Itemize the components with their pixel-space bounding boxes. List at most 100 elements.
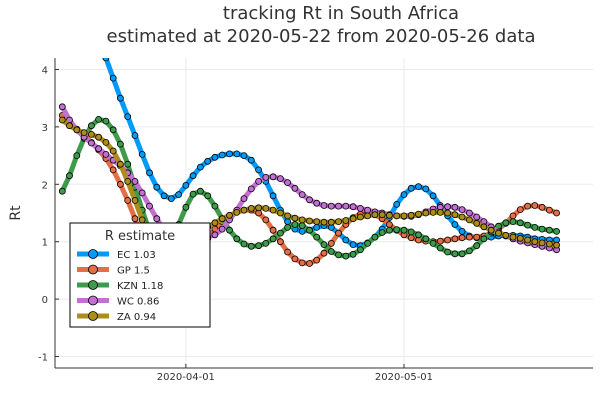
data-point — [124, 196, 132, 204]
data-point — [138, 189, 146, 197]
data-point — [88, 130, 95, 138]
data-point — [400, 191, 408, 199]
data-point — [335, 229, 342, 237]
data-point — [436, 208, 444, 216]
data-point — [204, 192, 212, 200]
data-point — [313, 256, 321, 264]
y-tick-label: 4 — [42, 65, 48, 76]
data-point — [458, 234, 466, 242]
data-point — [327, 239, 335, 247]
data-point — [473, 213, 481, 221]
data-point — [407, 234, 415, 242]
data-point — [211, 153, 219, 161]
data-point — [182, 181, 190, 189]
data-point — [320, 218, 328, 226]
data-point — [320, 202, 328, 209]
data-point — [335, 218, 342, 226]
data-point — [385, 211, 393, 219]
data-point — [415, 210, 422, 218]
data-point — [117, 160, 124, 168]
data-point — [146, 202, 153, 210]
data-point — [429, 239, 437, 247]
data-point — [364, 239, 372, 247]
data-point — [480, 235, 488, 243]
data-point — [298, 222, 306, 230]
data-point — [66, 122, 73, 130]
data-point — [124, 113, 132, 120]
legend-item-wc: WC 0.86 — [77, 295, 159, 308]
legend-label: GP 1.5 — [117, 266, 150, 277]
data-point — [465, 247, 473, 255]
legend-item-kzn: KZN 1.18 — [77, 280, 163, 292]
data-point — [451, 235, 459, 243]
data-point — [269, 235, 277, 243]
y-axis-label: Rt — [8, 205, 24, 221]
data-point — [516, 206, 524, 214]
data-point — [393, 200, 401, 208]
data-point — [546, 226, 553, 234]
data-point — [393, 212, 401, 220]
data-point — [553, 227, 560, 235]
series-wc — [58, 103, 560, 254]
data-point — [444, 203, 452, 211]
data-point — [553, 209, 560, 217]
data-point — [436, 237, 444, 245]
data-point — [284, 179, 292, 187]
data-point — [524, 236, 531, 244]
data-point — [226, 211, 233, 219]
legend: R estimate EC 1.03 GP 1.5 KZN 1.18 WC 0.86 ZA… — [69, 222, 211, 328]
data-point — [385, 226, 393, 234]
data-point — [385, 221, 393, 228]
legend-label: ZA 0.94 — [117, 312, 156, 323]
legend-swatch-marker — [88, 311, 98, 321]
data-point — [211, 219, 219, 227]
data-point — [473, 219, 481, 227]
data-point — [356, 246, 364, 254]
legend-swatch-marker — [88, 295, 98, 306]
data-point — [247, 185, 255, 193]
data-point — [407, 211, 415, 219]
data-point — [342, 252, 350, 260]
data-point — [349, 215, 357, 223]
legend-swatch-marker — [88, 249, 98, 259]
data-point — [276, 238, 284, 246]
data-point — [531, 202, 539, 209]
data-point — [415, 183, 422, 191]
data-point — [196, 187, 204, 195]
data-point — [269, 192, 277, 200]
data-point — [291, 255, 299, 263]
data-point — [349, 250, 357, 258]
data-point — [175, 191, 183, 199]
data-point — [538, 239, 546, 247]
data-point — [371, 211, 379, 219]
data-point — [153, 183, 161, 191]
data-point — [255, 166, 263, 174]
x-tick-label: 2020-05-01 — [375, 372, 433, 383]
data-point — [458, 213, 466, 221]
data-point — [153, 215, 161, 223]
data-point — [146, 169, 153, 177]
legend-item-ec: EC 1.03 — [77, 249, 156, 261]
data-point — [247, 156, 255, 164]
legend-item-za: ZA 0.94 — [77, 311, 156, 323]
data-point — [327, 248, 335, 255]
data-point — [255, 204, 263, 212]
data-point — [262, 173, 270, 181]
chart-title: tracking Rt in South Africa — [223, 3, 459, 24]
data-point — [509, 233, 517, 241]
data-point — [465, 216, 473, 224]
data-point — [102, 138, 110, 146]
data-point — [233, 208, 241, 216]
data-point — [516, 219, 524, 227]
data-point — [502, 219, 510, 227]
data-point — [349, 241, 357, 249]
data-point — [407, 228, 415, 236]
data-point — [211, 202, 219, 210]
data-point — [204, 157, 212, 165]
data-point — [189, 190, 197, 198]
data-point — [284, 218, 292, 226]
data-point — [298, 259, 306, 267]
data-point — [211, 231, 219, 239]
data-point — [262, 204, 270, 212]
